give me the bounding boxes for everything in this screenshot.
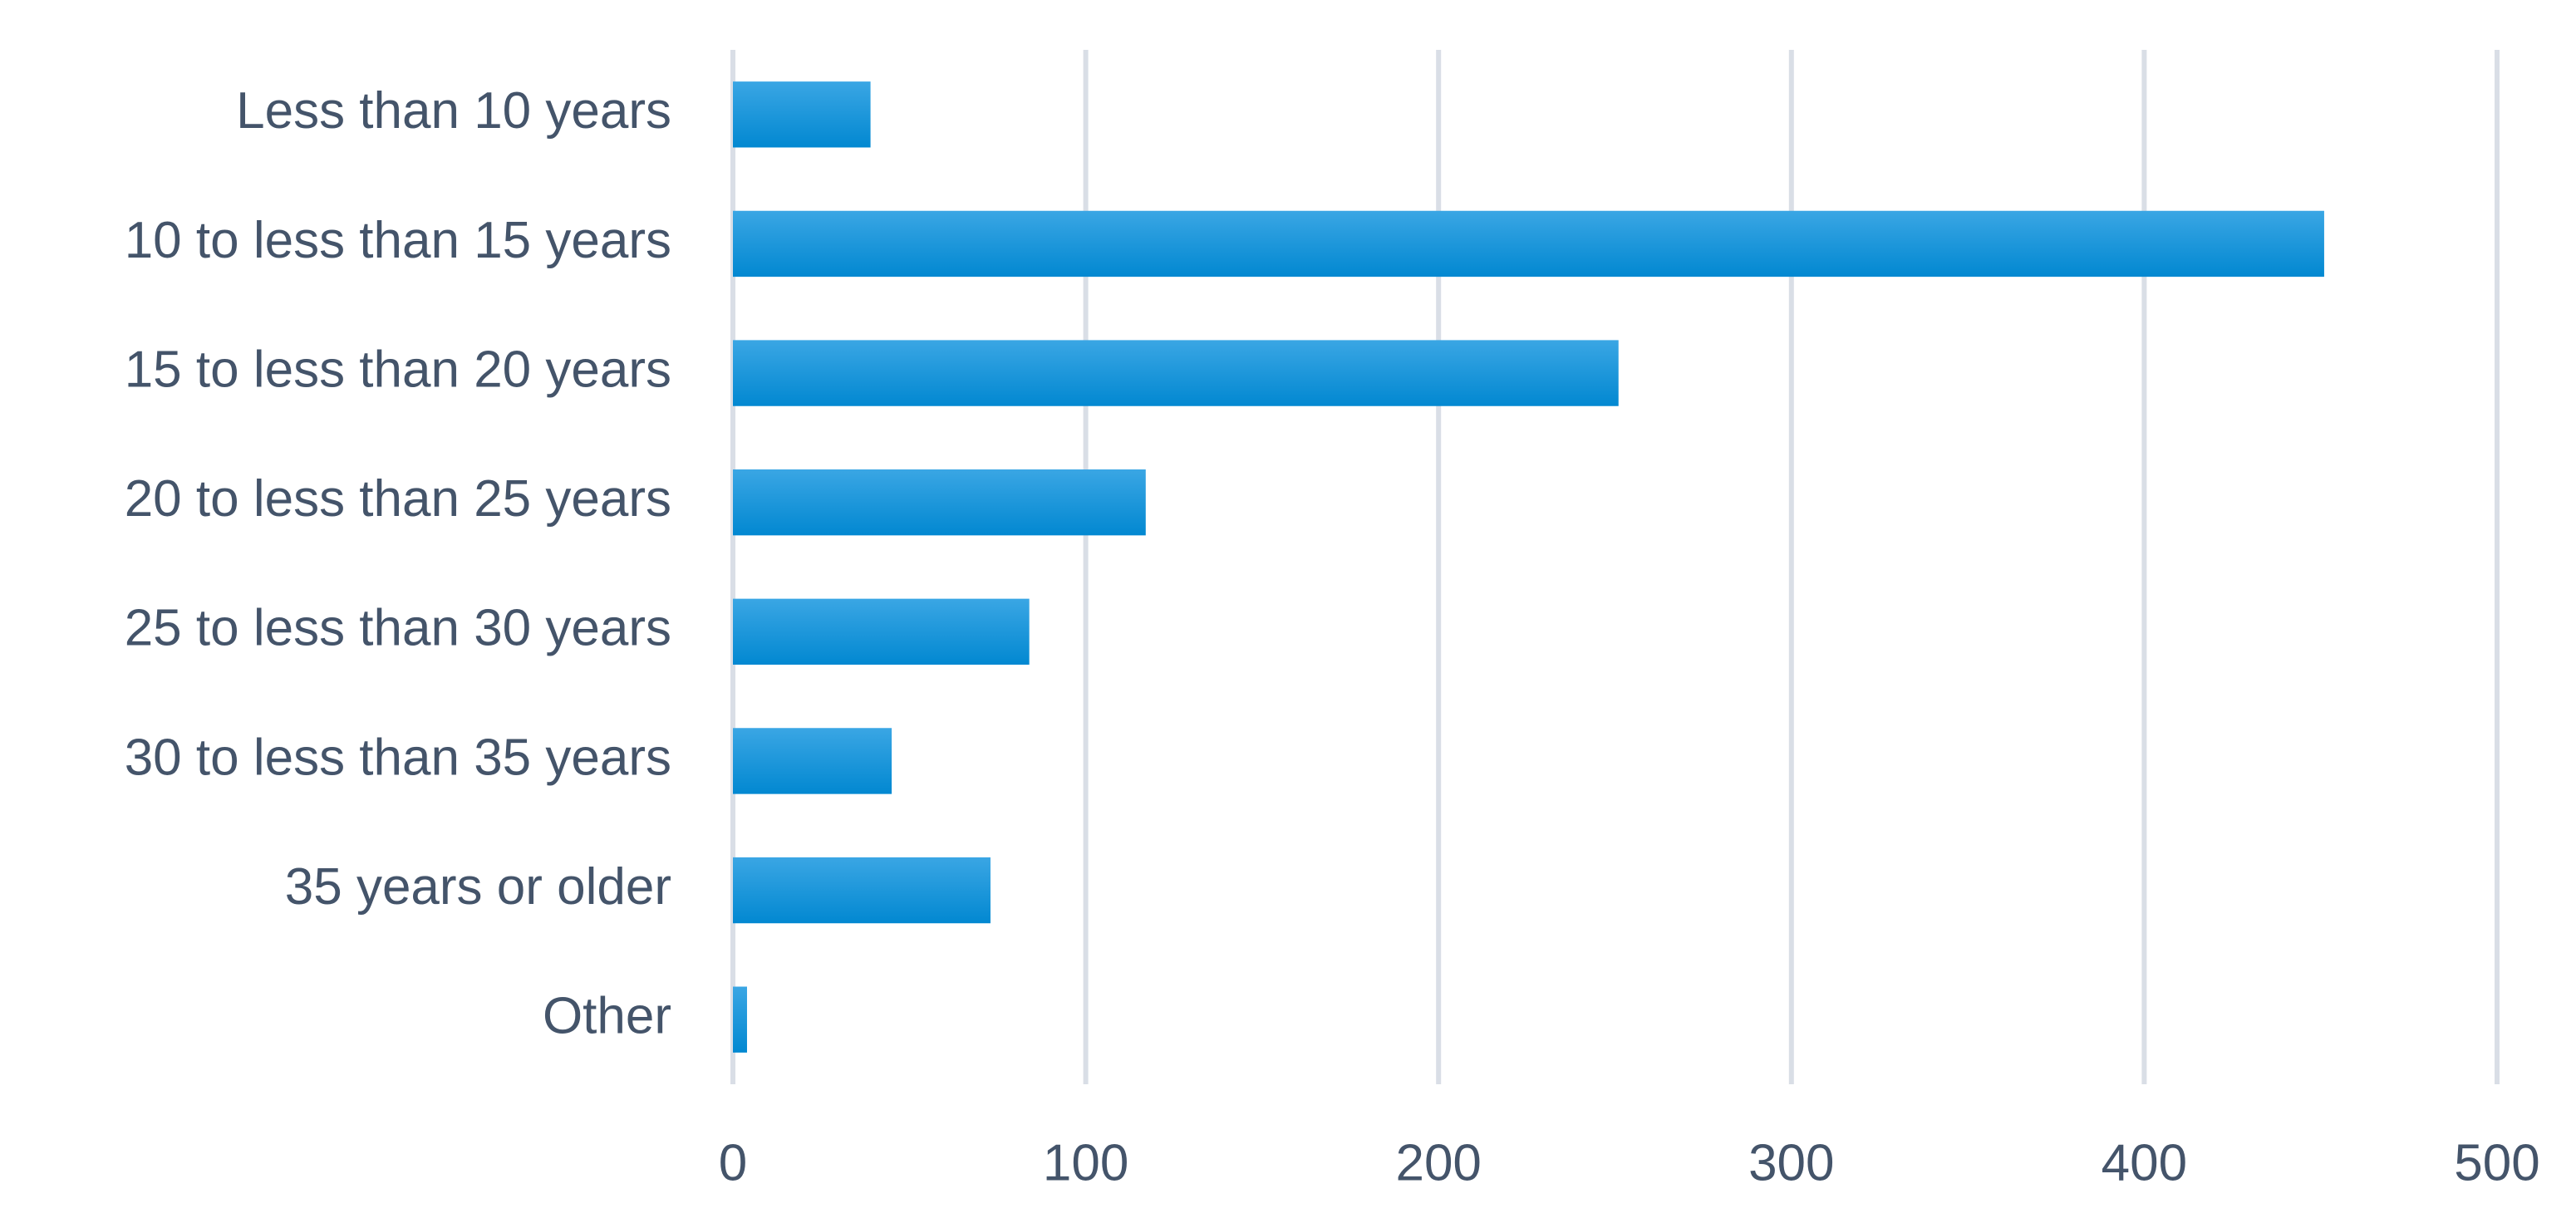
bar (733, 986, 747, 1053)
y-tick-label: 15 to less than 20 years (125, 341, 671, 398)
y-tick-label: Other (543, 988, 671, 1045)
bar (733, 210, 2324, 278)
y-tick-label: 10 to less than 15 years (125, 212, 671, 269)
x-tick-label: 200 (1395, 1134, 1481, 1191)
bar (733, 469, 1146, 536)
x-tick-label: 500 (2454, 1134, 2539, 1191)
y-tick-label: Less than 10 years (236, 82, 671, 140)
y-tick-label: 35 years or older (285, 858, 671, 916)
y-tick-label: 25 to less than 30 years (125, 600, 671, 657)
bar (733, 340, 1619, 406)
y-tick-label: 30 to less than 35 years (125, 729, 671, 786)
bar (733, 598, 1030, 665)
y-tick-label: 20 to less than 25 years (125, 470, 671, 528)
x-tick-label: 400 (2102, 1134, 2187, 1191)
x-tick-label: 300 (1748, 1134, 1834, 1191)
bar (733, 857, 991, 924)
bar (733, 81, 871, 148)
x-tick-label: 100 (1043, 1134, 1128, 1191)
x-tick-label: 0 (719, 1134, 747, 1191)
bar (733, 728, 892, 794)
